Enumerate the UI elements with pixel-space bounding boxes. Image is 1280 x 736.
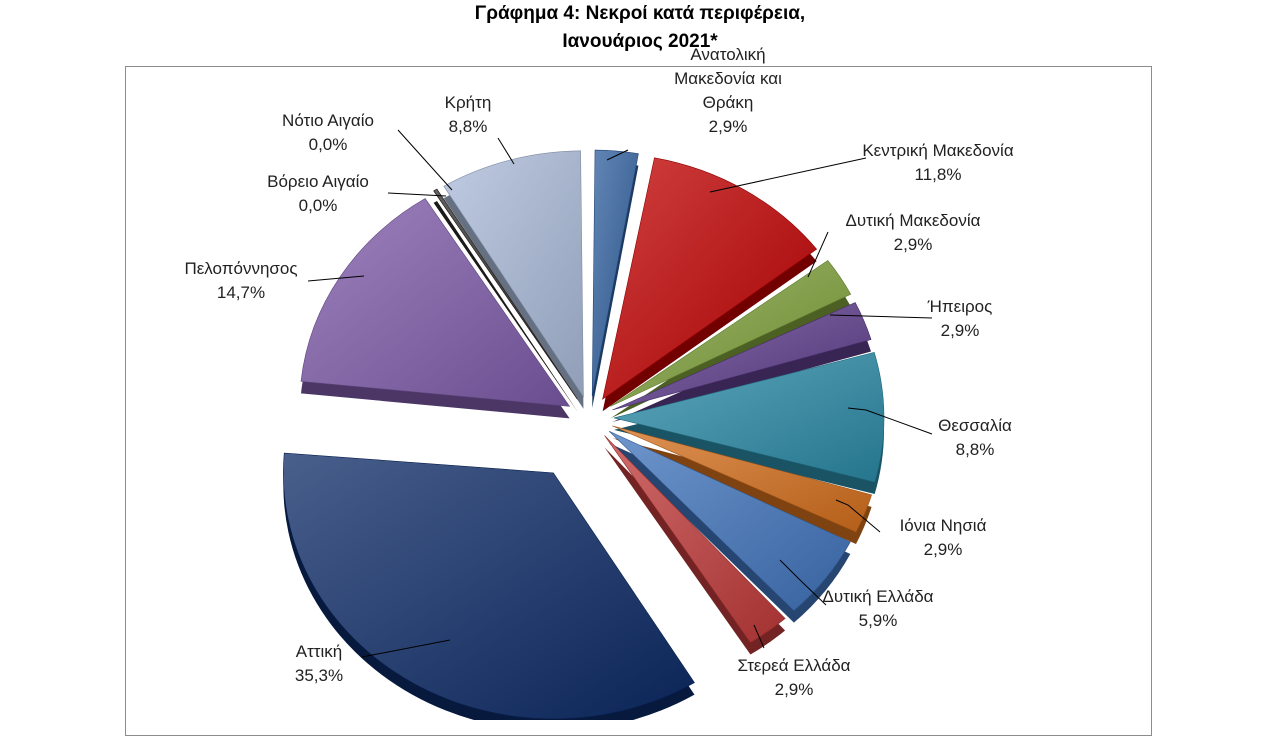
- chart-title: Γράφημα 4: Νεκροί κατά περιφέρεια,: [474, 3, 806, 24]
- pie-slice-πελοπόννησος: [300, 198, 571, 419]
- slice-label-νότιο-αιγαίο: Νότιο Αιγαίο: [282, 111, 374, 130]
- leader-line-κρήτη: [497, 137, 515, 165]
- pie-slice-top: [612, 302, 872, 411]
- slice-value-κρήτη: 8,8%: [449, 117, 488, 136]
- slice-value-στερεά-ελλάδα: 2,9%: [775, 680, 814, 699]
- slice-value-ανατολική-μακεδονία-και-θράκη: 2,9%: [709, 117, 748, 136]
- leader-line-θεσσαλία: [847, 407, 933, 435]
- leader-line-δυτική-ελλάδα: [779, 559, 827, 606]
- pie-slice-ήπειρος: [612, 302, 872, 422]
- pie-slice-top: [612, 425, 872, 533]
- slice-value-νότιο-αιγαίο: 0,0%: [309, 135, 348, 154]
- slice-label-βόρειο-αιγαίο: Βόρειο Αιγαίο: [267, 172, 369, 191]
- pie-slice-κρήτη: [443, 150, 584, 409]
- pie-slice-side: [433, 201, 578, 412]
- slice-value-θεσσαλία: 8,8%: [956, 440, 995, 459]
- slice-value-δυτική-μακεδονία: 2,9%: [894, 235, 933, 254]
- slice-label-πελοπόννησος: Πελοπόννησος: [184, 259, 297, 278]
- pie-slice-top: [443, 150, 584, 398]
- pie-slice-top: [604, 435, 786, 643]
- leader-line-κεντρική-μακεδονία: [709, 157, 867, 193]
- pie-slice-δυτική-ελλάδα: [609, 430, 851, 623]
- slice-label-θεσσαλία: Θεσσαλία: [938, 416, 1012, 435]
- slice-label-δυτική-μακεδονία: Δυτική Μακεδονία: [846, 211, 981, 230]
- pie-slice-top: [602, 157, 818, 400]
- slice-value-ήπειρος: 2,9%: [941, 321, 980, 340]
- leader-line-δυτική-μακεδονία: [807, 231, 829, 278]
- pie-slice-κεντρική-μακεδονία: [602, 157, 818, 412]
- pie-slice-top: [283, 452, 695, 720]
- slice-label-ιόνια-νησιά: Ιόνια Νησιά: [900, 516, 987, 535]
- pie-slice-νότιο-αιγαίο: [433, 188, 578, 412]
- pie-slice-top: [591, 149, 639, 397]
- slice-labels: Ανατολική Μακεδονία και Θράκη 2,9% Κεντρική …: [184, 45, 1013, 699]
- slice-value-δυτική-ελλάδα: 5,9%: [859, 611, 898, 630]
- pie-slice-top: [300, 198, 571, 407]
- slice-label-ήπειρος: Ήπειρος: [927, 297, 993, 316]
- chart-title-block: Γράφημα 4: Νεκροί κατά περιφέρεια, Ιανου…: [0, 0, 1280, 56]
- slice-value-αττική: 35,3%: [295, 666, 343, 685]
- pie-slice-top: [610, 260, 852, 407]
- pie-slice-αττική: [283, 452, 695, 720]
- leader-line-στερεά-ελλάδα: [753, 624, 765, 649]
- pie-slice-στερεά-ελλάδα: [604, 435, 786, 655]
- leader-line-ιόνια-νησιά: [835, 499, 881, 533]
- slice-label-ανατολική-μακεδονία-και-θράκη: Θράκη: [703, 93, 754, 112]
- leader-line-αττική: [361, 639, 451, 658]
- slice-value-πελοπόννησος: 14,7%: [217, 283, 265, 302]
- slice-value-κεντρική-μακεδονία: 11,8%: [915, 165, 962, 184]
- leader-line-πελοπόννησος: [307, 275, 365, 282]
- pie-chart: Ανατολική Μακεδονία και Θράκη 2,9% Κεντρική …: [184, 45, 1014, 720]
- pie-slice-θεσσαλία: [613, 352, 885, 494]
- pie-slice-ανατολική-μακεδονία-και-θράκη: [591, 149, 639, 409]
- slice-label-ανατολική-μακεδονία-και-θράκη: Ανατολική: [690, 45, 765, 64]
- slice-label-δυτική-ελλάδα: Δυτική Ελλάδα: [822, 587, 933, 606]
- leader-lines: [307, 129, 933, 658]
- slice-value-βόρειο-αιγαίο: 0,0%: [299, 196, 338, 215]
- leader-line-ήπειρος: [829, 314, 933, 319]
- slice-value-ιόνια-νησιά: 2,9%: [924, 540, 963, 559]
- leader-line-νότιο-αιγαίο: [397, 129, 453, 191]
- slice-label-αττική: Αττική: [296, 642, 343, 661]
- slice-label-κεντρική-μακεδονία: Κεντρική Μακεδονία: [862, 141, 1014, 160]
- pie-slice-δυτική-μακεδονία: [610, 260, 852, 419]
- pie-slice-top: [433, 188, 578, 400]
- chart-subtitle: Ιανουάριος 2021*: [562, 31, 718, 52]
- pie-slice-top: [609, 430, 851, 612]
- leader-line-ανατολική-μακεδονία-και-θράκη: [606, 149, 629, 161]
- slice-label-ανατολική-μακεδονία-και-θράκη: Μακεδονία και: [674, 69, 782, 88]
- leader-line-βόρειο-αιγαίο: [387, 192, 447, 197]
- slice-label-στερεά-ελλάδα: Στερεά Ελλάδα: [738, 656, 851, 675]
- pie-slice-top: [613, 352, 885, 483]
- slice-label-κρήτη: Κρήτη: [445, 93, 492, 112]
- pie-slices: [283, 149, 885, 720]
